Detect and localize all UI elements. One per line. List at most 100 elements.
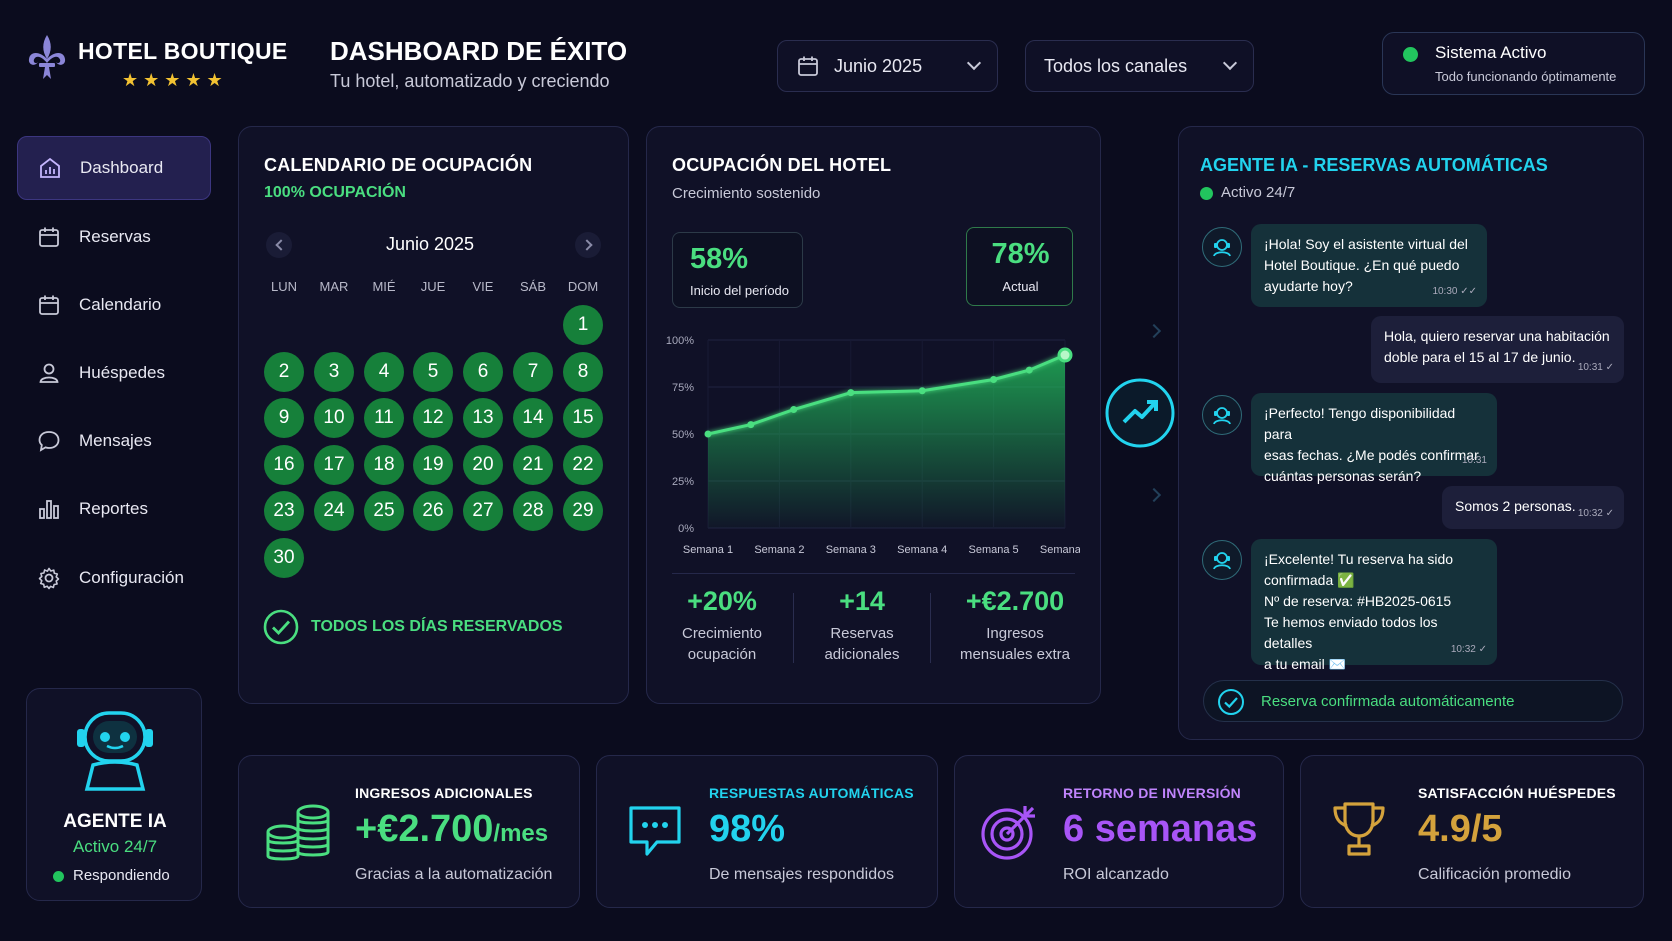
calendar-day[interactable]: 18 (364, 445, 404, 485)
calendar-day[interactable]: 3 (314, 352, 354, 392)
target-icon (981, 806, 1035, 860)
calendar-day[interactable]: 15 (563, 398, 603, 438)
status-dot (53, 871, 64, 882)
message-time: 10:32 ✓ (1450, 644, 1487, 655)
calendar-day[interactable]: 26 (413, 491, 453, 531)
message-line: doble para el 15 al 17 de junio. (1384, 349, 1576, 365)
calendar-title: CALENDARIO DE OCUPACIÓN (264, 155, 533, 175)
sidebar-item-configuracion[interactable]: Configuración (17, 546, 211, 610)
calendar-day[interactable]: 27 (463, 491, 503, 531)
calendar-day[interactable]: 7 (513, 352, 553, 392)
calendar-day[interactable]: 22 (563, 445, 603, 485)
chart-area-fill (708, 355, 1065, 528)
sidebar-item-label: Dashboard (80, 158, 164, 177)
calendar-day[interactable]: 8 (563, 352, 603, 392)
sidebar-item-mensajes[interactable]: Mensajes (17, 409, 211, 473)
kpi-subtitle: De mensajes respondidos (709, 866, 894, 883)
bot-icon (1213, 239, 1231, 257)
current-label: Actual (1002, 279, 1039, 294)
channel-dropdown[interactable]: Todos los canales (1025, 40, 1254, 92)
prev-month-button[interactable] (266, 232, 292, 258)
calendar-day[interactable]: 2 (264, 352, 304, 392)
weekday-label: MAR (319, 279, 349, 294)
calendar-day[interactable]: 13 (463, 398, 503, 438)
sidebar-item-label: Reportes (79, 499, 148, 518)
chat-status: Activo 24/7 (1221, 184, 1296, 201)
calendar-day[interactable]: 17 (314, 445, 354, 485)
x-tick-label: Semana 5 (969, 544, 1019, 556)
gear-icon (38, 567, 60, 590)
sidebar-item-reportes[interactable]: Reportes (17, 477, 211, 541)
bot-avatar (1202, 227, 1242, 267)
y-tick-label: 50% (672, 429, 694, 441)
next-month-button[interactable] (575, 232, 601, 258)
kpi-value: 98% (709, 808, 786, 850)
page-title: DASHBOARD DE ÉXITO (330, 36, 628, 66)
chevron-right-icon (580, 239, 593, 251)
chart-point (918, 387, 926, 395)
y-tick-label: 100% (666, 335, 694, 347)
calendar-day[interactable]: 4 (364, 352, 404, 392)
sidebar-item-calendario[interactable]: Calendario (17, 273, 211, 337)
weekday-label: SÁB (519, 279, 546, 294)
calendar-day[interactable]: 16 (264, 445, 304, 485)
calendar-day[interactable]: 21 (513, 445, 553, 485)
message-line: ¡Hola! Soy el asistente virtual del (1264, 236, 1468, 252)
bot-avatar (1202, 395, 1242, 435)
page-subtitle: Tu hotel, automatizado y creciendo (330, 71, 610, 91)
calendar-day[interactable]: 14 (513, 398, 553, 438)
calendar-day[interactable]: 30 (264, 538, 304, 578)
calendar-day[interactable]: 1 (563, 305, 603, 345)
occupancy-label: 100% OCUPACIÓN (264, 184, 406, 201)
calendar-icon (39, 295, 59, 315)
sidebar-item-huespedes[interactable]: Huéspedes (17, 341, 211, 405)
kpi-card-auto-replies: RESPUESTAS AUTOMÁTICAS 98% De mensajes r… (596, 755, 938, 908)
calendar-day[interactable]: 24 (314, 491, 354, 531)
trend-up-icon (1105, 378, 1175, 448)
message-line: a tu email ✉️ (1264, 656, 1347, 672)
calendar-month: Junio 2025 (385, 234, 475, 254)
x-tick-label: Semana 3 (826, 544, 876, 556)
start-label: Inicio del período (690, 283, 790, 298)
chart-point (790, 406, 798, 414)
calendar-day[interactable]: 20 (463, 445, 503, 485)
message-time: 10:31 ✓ (1577, 362, 1614, 373)
calendar-day[interactable]: 5 (413, 352, 453, 392)
kpi-subtitle: Gracias a la automatización (355, 866, 553, 883)
calendar-day[interactable]: 25 (364, 491, 404, 531)
calendar-day[interactable]: 12 (413, 398, 453, 438)
x-tick-label: Semana 2 (754, 544, 804, 556)
chat-message-user: Hola, quiero reservar una habitación dob… (1371, 316, 1624, 383)
chevron-down-icon (1222, 55, 1238, 71)
calendar-day[interactable]: 10 (314, 398, 354, 438)
message-line: Nº de reserva: #HB2025-0615 (1264, 593, 1452, 609)
divider (930, 593, 931, 663)
check-circle-icon (263, 609, 299, 645)
message-time: 10:31 (1461, 455, 1487, 466)
x-tick-label: Semana 1 (683, 544, 733, 556)
chart-point (704, 430, 712, 438)
chevron-down-icon (966, 55, 982, 71)
chat-message-bot: ¡Excelente! Tu reserva ha sido confirmad… (1251, 539, 1497, 672)
message-line: confirmada ✅ (1264, 572, 1355, 588)
message-line: ¡Perfecto! Tengo disponibilidad para (1264, 405, 1456, 442)
kpi-card-roi: RETORNO DE INVERSIÓN 6 semanas ROI alcan… (954, 755, 1284, 908)
calendar-day[interactable]: 9 (264, 398, 304, 438)
x-tick-label: Semana 4 (897, 544, 947, 556)
kpi-title: RETORNO DE INVERSIÓN (1063, 785, 1241, 801)
calendar-day[interactable]: 23 (264, 491, 304, 531)
stat-label: Ingresos mensuales extra (959, 625, 1071, 663)
kpi-title: SATISFACCIÓN HUÉSPEDES (1418, 785, 1616, 801)
calendar-day[interactable]: 6 (463, 352, 503, 392)
x-axis: Semana 1 Semana 2 Semana 3 Semana 4 Semana 5… (683, 544, 1080, 556)
occupancy-title: OCUPACIÓN DEL HOTEL (672, 155, 892, 175)
sidebar-item-dashboard[interactable]: Dashboard (17, 136, 211, 200)
calendar-day[interactable]: 19 (413, 445, 453, 485)
system-status-label: Sistema Activo (1435, 43, 1547, 62)
calendar-day[interactable]: 11 (364, 398, 404, 438)
period-dropdown[interactable]: Junio 2025 (777, 40, 998, 92)
calendar-icon (798, 56, 818, 76)
calendar-day[interactable]: 29 (563, 491, 603, 531)
calendar-day[interactable]: 28 (513, 491, 553, 531)
sidebar-item-reservas[interactable]: Reservas (17, 205, 211, 269)
